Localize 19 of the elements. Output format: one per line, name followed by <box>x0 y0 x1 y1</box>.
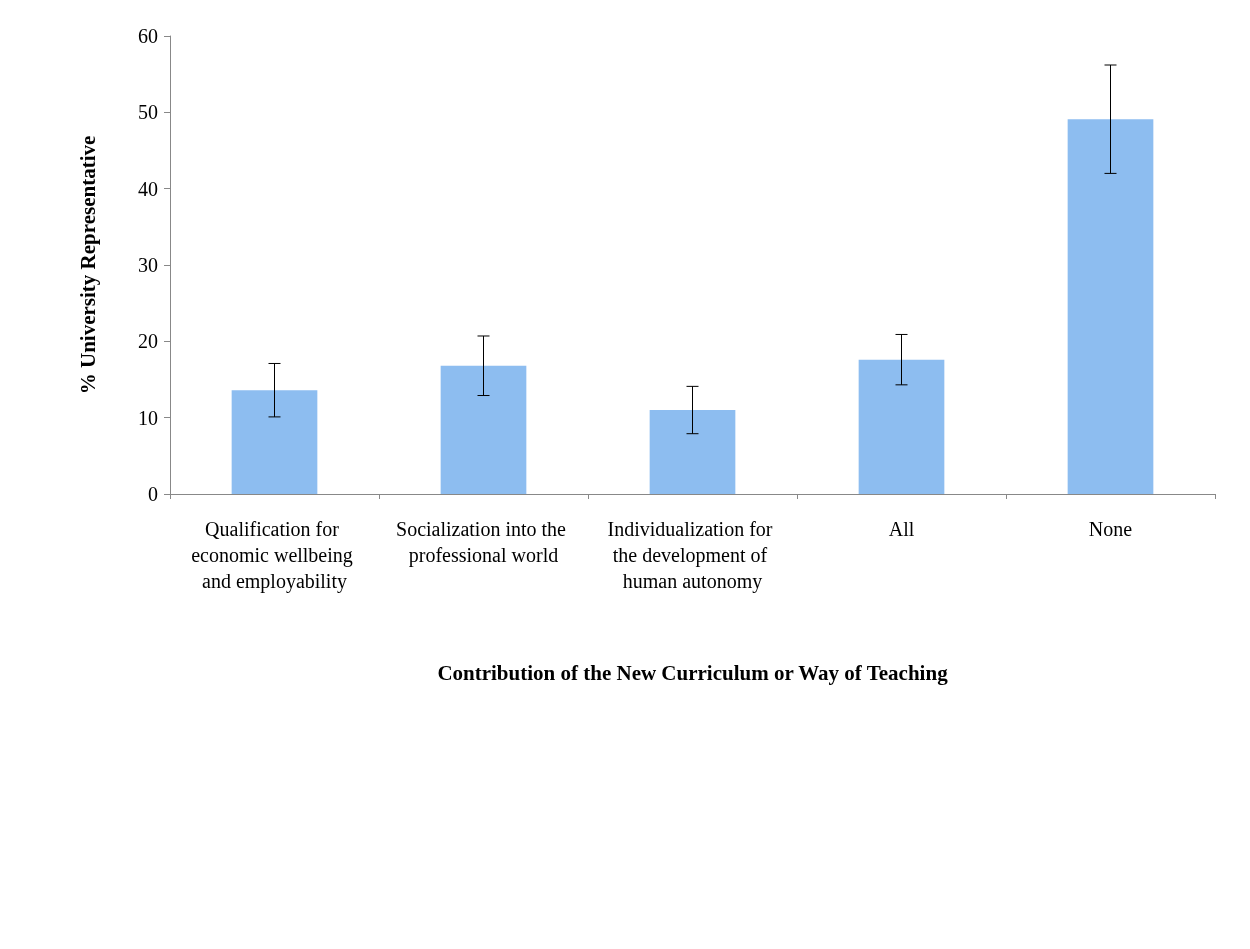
x-axis-title: Contribution of the New Curriculum or Way of Teaching <box>437 660 949 685</box>
x-tick-label: All <box>888 518 915 540</box>
bar <box>858 359 945 494</box>
x-tick-label: Qualification for economic wellbeing and employability <box>191 518 358 593</box>
y-tick-label: 60 <box>138 25 158 47</box>
bar <box>440 365 527 494</box>
y-axis-title: % University Representative <box>75 135 100 395</box>
y-tick-label: 10 <box>138 406 158 429</box>
y-tick-label: 20 <box>138 330 158 353</box>
y-tick-label: 40 <box>138 177 158 200</box>
y-tick-label: 0 <box>148 483 158 505</box>
y-tick-label: 50 <box>138 101 158 124</box>
bar <box>1067 119 1154 494</box>
bar <box>231 390 318 494</box>
bar <box>649 410 736 494</box>
y-tick-label: 30 <box>138 254 158 276</box>
x-tick-label: Socialization into the professional world <box>396 518 571 567</box>
x-tick-label: None <box>1088 518 1133 540</box>
x-tick-label: Individualization for the development of human autonomy <box>607 518 778 593</box>
